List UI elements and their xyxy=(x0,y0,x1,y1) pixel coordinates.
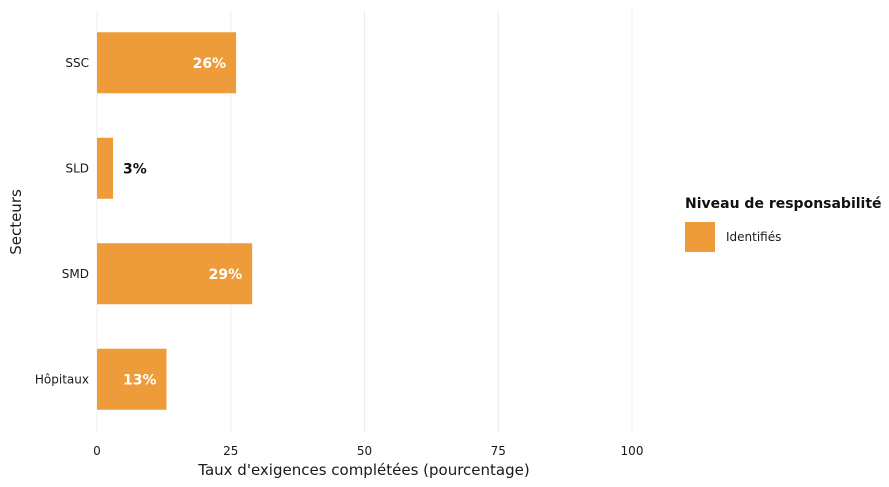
bar-label-ssc: 26% xyxy=(193,56,227,72)
x-tick-labels: 0 25 50 75 100 xyxy=(93,444,643,458)
legend-title: Niveau de responsabilité xyxy=(685,196,882,212)
x-axis-title: Taux d'exigences complétées (pourcentage… xyxy=(197,461,529,479)
bar-label-smd: 29% xyxy=(209,267,243,283)
bar-sld xyxy=(97,137,114,199)
x-tick-50: 50 xyxy=(357,444,372,458)
legend-entry-identifies: Identifiés xyxy=(726,230,781,244)
y-tick-sld: SLD xyxy=(65,161,89,175)
x-tick-100: 100 xyxy=(621,444,644,458)
bar-hopitaux xyxy=(97,348,167,410)
x-tick-75: 75 xyxy=(491,444,506,458)
bar-label-hopitaux: 13% xyxy=(123,372,157,388)
y-axis-title: Secteurs xyxy=(7,189,25,255)
bar-label-sld: 3% xyxy=(123,161,147,177)
x-tick-0: 0 xyxy=(93,444,101,458)
y-tick-hopitaux: Hôpitaux xyxy=(35,372,89,386)
y-tick-ssc: SSC xyxy=(65,56,89,70)
y-tick-smd: SMD xyxy=(62,267,89,281)
bars xyxy=(97,32,253,410)
bar-ssc xyxy=(97,32,237,94)
x-tick-25: 25 xyxy=(223,444,238,458)
y-tick-labels: SSC SLD SMD Hôpitaux xyxy=(35,56,89,387)
legend-swatch xyxy=(685,222,715,252)
legend: Niveau de responsabilité Identifiés xyxy=(685,196,882,252)
bar-smd xyxy=(97,243,253,305)
bar-labels: 26% 3% 29% 13% xyxy=(123,56,242,389)
